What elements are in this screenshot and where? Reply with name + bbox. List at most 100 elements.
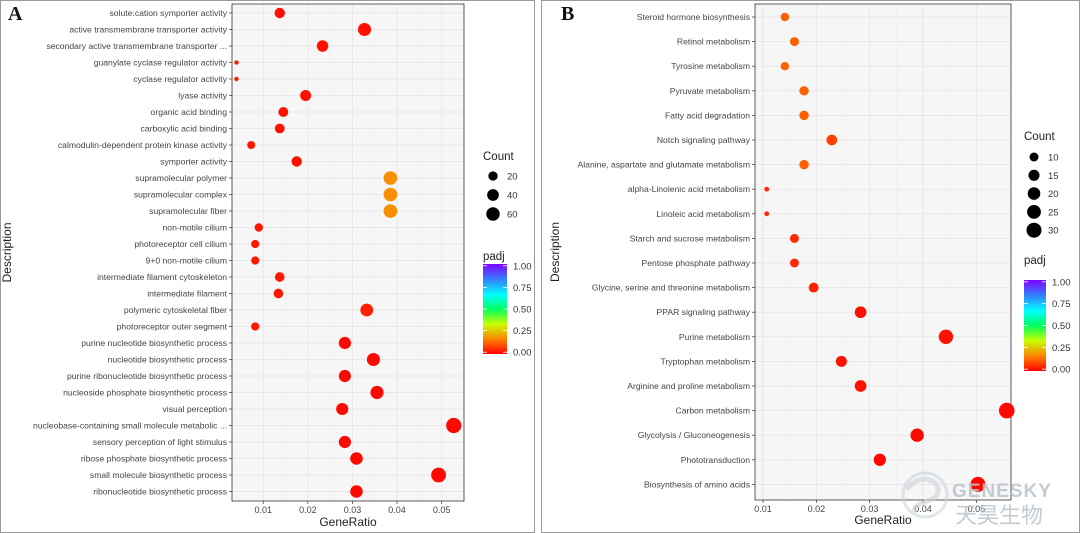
y-tick-label: cyclase regulator activity [133,74,227,84]
y-tick-label: ribonucleotide biosynthetic process [93,487,227,497]
data-point [799,86,809,96]
y-tick-label: photoreceptor cell cilium [134,239,227,249]
data-point [970,476,986,492]
data-point [854,380,867,392]
data-point [316,40,329,52]
plot-background [232,4,464,501]
data-point [291,156,302,167]
y-tick-label: nucleotide biosynthetic process [108,355,227,365]
data-point [383,171,398,185]
data-point [350,485,363,498]
y-tick-label: Steroid hormone biosynthesis [637,12,750,22]
y-tick-label: Tryptophan metabolism [661,356,750,366]
data-point [854,306,867,319]
y-tick-label: polymeric cytoskeletal fiber [124,305,227,315]
plot-border [754,3,1012,501]
y-tick-label: intermediate filament [147,289,227,299]
data-point [370,385,384,400]
size-legend-label: 60 [507,210,518,221]
data-point [799,159,809,170]
color-legend-label: 0.75 [1052,299,1071,310]
y-tick-label: Glycine, serine and threonine metabolism [592,283,750,293]
color-legend-label: 0.75 [513,283,532,294]
size-legend-label: 25 [1048,207,1059,218]
panel-b-letter: B [561,3,574,25]
y-tick-label: carboxylic acid binding [141,124,228,134]
data-point [789,258,799,268]
data-point [274,272,285,282]
data-point [366,352,380,367]
watermark-latin: GENESKY [952,481,1052,502]
x-tick-label: 0.04 [914,504,932,514]
x-tick-label: 0.02 [299,505,317,515]
y-tick-label: Pyruvate metabolism [670,86,750,96]
data-point [799,110,809,121]
y-tick-label: Pentose phosphate pathway [642,258,751,268]
size-legend-label: 15 [1048,171,1059,182]
size-legend-title: Count [1024,131,1055,143]
data-point [780,61,790,71]
y-tick-label: Fatty acid degradation [665,110,750,120]
color-legend-label: 1.00 [513,261,532,272]
size-legend-dot [1029,152,1039,162]
data-point [247,141,256,149]
y-tick-label: symporter activity [160,157,228,167]
size-legend-label: 40 [507,191,518,202]
data-point [431,467,446,483]
color-legend-label: 0.25 [513,326,532,337]
panel-a-dotplot: solute:cation symporter activity active t… [0,3,532,529]
x-tick-label: 0.03 [861,504,879,514]
data-point [764,211,770,217]
data-point [938,329,954,344]
y-tick-label: organic acid binding [151,107,228,117]
x-tick-label: 0.04 [388,505,406,515]
size-legend-dot [1028,169,1040,181]
y-tick-label: calmodulin-dependent protein kinase acti… [58,140,228,150]
size-legend-dot [1027,204,1041,219]
x-tick-label: 0.02 [808,504,826,514]
size-legend-dot [486,207,500,221]
data-point [251,256,260,265]
y-tick-label: Arginine and proline metabolism [627,381,750,391]
x-axis-title: GeneRatio [319,515,377,529]
y-tick-label: Linoleic acid metabolism [656,209,750,219]
y-tick-label: Biosynthesis of amino acids [644,479,750,489]
x-tick-label: 0.05 [968,504,986,514]
data-point [357,22,372,37]
data-point [789,233,799,243]
size-legend-label: 20 [507,172,518,183]
y-tick-label: active transmembrane transporter activit… [69,25,227,35]
data-point [336,402,349,416]
y-tick-label: purine ribonucleotide biosynthetic proce… [67,371,227,381]
y-tick-label: photoreceptor outer segment [117,322,228,332]
x-tick-label: 0.03 [344,505,362,515]
genesky-watermark: GENESKY 天昊生物 [901,471,1052,528]
color-legend-label: 0.50 [513,305,532,316]
data-point [780,12,790,22]
y-tick-label: ribose phosphate biosynthetic process [81,454,227,464]
y-tick-label: supramolecular polymer [135,173,227,183]
data-point [274,7,285,19]
y-tick-label: Phototransduction [681,455,750,465]
size-legend-dot [1027,187,1041,200]
y-tick-label: supramolecular complex [134,190,228,200]
color-legend-label: 0.00 [1052,365,1071,376]
genesky-logo-icon [901,471,949,519]
color-legend-label: 1.00 [1052,277,1071,288]
y-tick-label: secondary active transmembrane transport… [46,41,227,51]
y-tick-label: nucleobase-containing small molecule met… [33,421,227,431]
size-legend-dot [487,189,499,201]
y-tick-label: Glycolysis / Gluconeogenesis [638,430,750,440]
data-point [234,76,239,82]
y-tick-label: supramolecular fiber [149,206,227,216]
y-tick-label: visual perception [163,404,228,414]
y-tick-label: solute:cation symporter activity [110,8,228,18]
color-legend-title: padj [1024,255,1046,267]
y-tick-label: guanylate cyclase regulator activity [94,58,228,68]
y-tick-label: Retinol metabolism [677,37,750,47]
size-legend-title: Count [483,151,514,163]
size-legend-dot [488,171,498,181]
data-point [338,369,351,383]
data-point [338,435,351,449]
data-point [234,60,239,65]
